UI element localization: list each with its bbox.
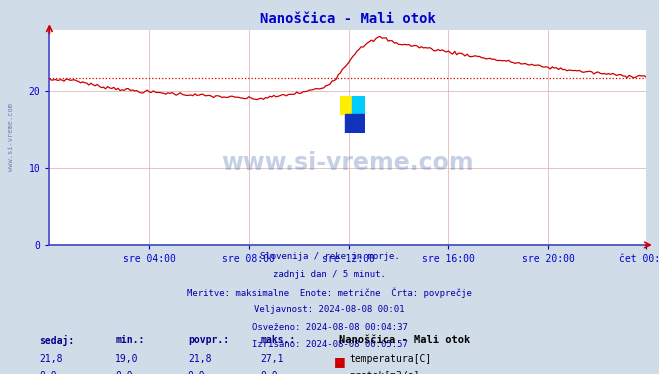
Text: Meritve: maksimalne  Enote: metrične  Črta: povprečje: Meritve: maksimalne Enote: metrične Črta…: [187, 288, 472, 298]
Bar: [345, 114, 365, 133]
Text: www.si-vreme.com: www.si-vreme.com: [221, 151, 474, 175]
Text: Nanoščica - Mali otok: Nanoščica - Mali otok: [339, 335, 471, 345]
Title: Nanoščica - Mali otok: Nanoščica - Mali otok: [260, 12, 436, 26]
Text: temperatura[C]: temperatura[C]: [349, 354, 432, 364]
Text: min.:: min.:: [115, 335, 145, 345]
Text: ■: ■: [334, 373, 346, 374]
Text: 21,8: 21,8: [188, 354, 212, 364]
Text: Izrisano: 2024-08-08 00:05:57: Izrisano: 2024-08-08 00:05:57: [252, 340, 407, 349]
Text: 0,0: 0,0: [260, 371, 278, 374]
Text: 0,0: 0,0: [188, 371, 206, 374]
Text: 21,8: 21,8: [40, 354, 63, 364]
Bar: [353, 96, 365, 114]
Text: maks.:: maks.:: [260, 335, 295, 345]
Text: 0,0: 0,0: [115, 371, 133, 374]
Text: zadnji dan / 5 minut.: zadnji dan / 5 minut.: [273, 270, 386, 279]
Text: Slovenija / reke in morje.: Slovenija / reke in morje.: [260, 252, 399, 261]
Text: Veljavnost: 2024-08-08 00:01: Veljavnost: 2024-08-08 00:01: [254, 305, 405, 314]
Text: 19,0: 19,0: [115, 354, 139, 364]
Text: 0,0: 0,0: [40, 371, 57, 374]
Text: povpr.:: povpr.:: [188, 335, 229, 345]
Text: Osveženo: 2024-08-08 00:04:37: Osveženo: 2024-08-08 00:04:37: [252, 323, 407, 332]
Text: sedaj:: sedaj:: [40, 335, 74, 346]
Text: www.si-vreme.com: www.si-vreme.com: [8, 104, 14, 171]
Text: 27,1: 27,1: [260, 354, 284, 364]
Bar: [340, 96, 353, 114]
Text: pretok[m3/s]: pretok[m3/s]: [349, 371, 420, 374]
Text: ■: ■: [334, 355, 346, 368]
